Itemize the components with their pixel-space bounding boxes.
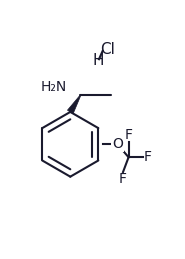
- Text: H: H: [92, 53, 104, 68]
- Text: F: F: [125, 128, 133, 142]
- Text: F: F: [143, 150, 151, 164]
- Text: O: O: [112, 137, 123, 151]
- Text: F: F: [119, 172, 127, 186]
- Text: Cl: Cl: [100, 42, 115, 57]
- Polygon shape: [68, 95, 81, 114]
- Text: H₂N: H₂N: [40, 80, 67, 94]
